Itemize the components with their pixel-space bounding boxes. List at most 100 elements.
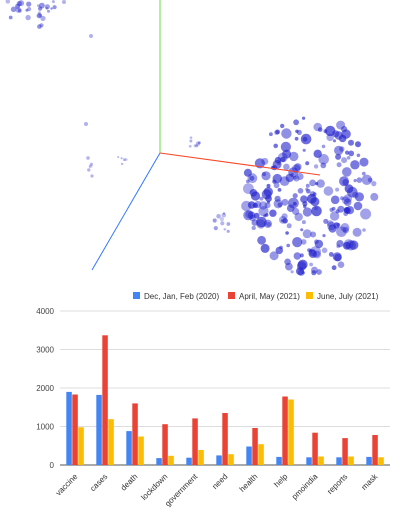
y-tick-label: 4000 [36,307,54,316]
embedding-point [37,24,42,29]
embedding-point [311,270,317,276]
embedding-point [335,187,340,192]
embedding-point [302,207,312,217]
x-tick-label: death [119,472,140,493]
bar [186,457,192,465]
embedding-point [122,158,126,161]
embedding-point [323,218,329,224]
embedding-point [370,192,379,201]
embedding-point [342,241,351,250]
embedding-point [302,229,312,239]
embedding-point [39,2,45,9]
embedding-point [300,133,312,145]
embedding-point [347,186,358,198]
bar [282,396,288,465]
embedding-point [302,148,306,152]
embedding-point [321,247,328,254]
embedding-point [352,227,362,237]
embedding-point [8,15,13,20]
embedding-point [40,15,46,21]
bar [132,403,138,465]
embedding-point [220,221,225,226]
embedding-point [195,144,199,148]
embedding-point [306,188,311,194]
embedding-point [274,156,282,164]
embedding-point [257,235,266,245]
embedding-point [286,243,291,248]
embedding-point [309,179,316,187]
embedding-point [334,145,344,156]
embedding-point [322,234,326,238]
embedding-point [340,223,350,232]
embedding-point [26,1,32,7]
embedding-point [335,153,342,160]
embedding-point [290,172,294,176]
bar [72,394,78,465]
y-tick-label: 1000 [36,423,54,432]
embedding-point [39,23,44,28]
embedding-point [294,212,303,222]
y-tick-label: 3000 [36,346,54,355]
embedding-point [251,225,256,231]
embedding-point [272,173,282,184]
embedding-point [361,171,366,176]
embedding-point [332,252,342,262]
embedding-point [37,4,40,7]
embedding-point [310,197,320,207]
embedding-point [273,143,279,149]
embedding-point [216,214,221,219]
embedding-point [342,226,349,234]
embedding-point [197,141,201,145]
embedding-point [263,214,267,218]
embedding-point [221,212,227,218]
embedding-point [277,202,283,208]
embedding-point [314,239,319,244]
embedding-3d-view[interactable] [0,0,405,278]
embedding-point [340,196,345,201]
embedding-point [353,201,363,211]
embedding-point [256,216,267,228]
embedding-point [284,258,291,266]
embedding-point [356,153,361,158]
embedding-point [339,176,349,187]
embedding-point [342,167,352,177]
y-tick-label: 2000 [36,384,54,393]
embedding-point [25,14,31,21]
embedding-point [88,165,91,168]
embedding-point [314,239,324,249]
embedding-point [254,158,265,169]
bar [288,399,294,465]
embedding-point [249,214,256,222]
bar [348,456,354,465]
embedding-point [282,218,288,224]
embedding-point [264,202,271,209]
embedding-point [89,164,93,168]
embedding-point [286,223,292,229]
bar [198,450,204,465]
embedding-point [345,150,350,155]
embedding-point [328,224,337,233]
embedding-point [294,136,299,141]
embedding-point [325,125,336,137]
embedding-point [281,213,288,220]
bar [372,435,378,465]
chart-legend: Dec, Jan, Feb (2020) April, May (2021) Jun… [133,292,379,301]
embedding-point [313,164,319,169]
embedding-point [305,161,310,166]
embedding-point [269,209,277,217]
x-tick-label: pmoindia [290,472,320,502]
embedding-point [5,0,11,4]
embedding-point [343,207,350,213]
embedding-point [117,155,120,159]
embedding-point [27,7,32,12]
bar [228,454,234,465]
bar [138,436,144,465]
embedding-point [280,156,286,163]
embedding-point [305,183,310,188]
embedding-point [331,265,337,271]
embedding-point [337,261,345,269]
embedding-point [327,221,336,231]
embedding-point [36,13,42,19]
embedding-point [125,158,128,161]
